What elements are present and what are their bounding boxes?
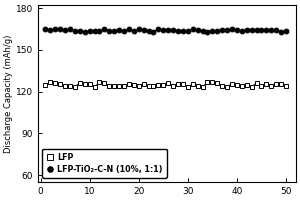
Y-axis label: Discharge Capacity (mAh/g): Discharge Capacity (mAh/g) (4, 34, 13, 153)
Legend: LFP, LFP-TiO₂-C-N (10%, 1:1): LFP, LFP-TiO₂-C-N (10%, 1:1) (42, 149, 167, 178)
